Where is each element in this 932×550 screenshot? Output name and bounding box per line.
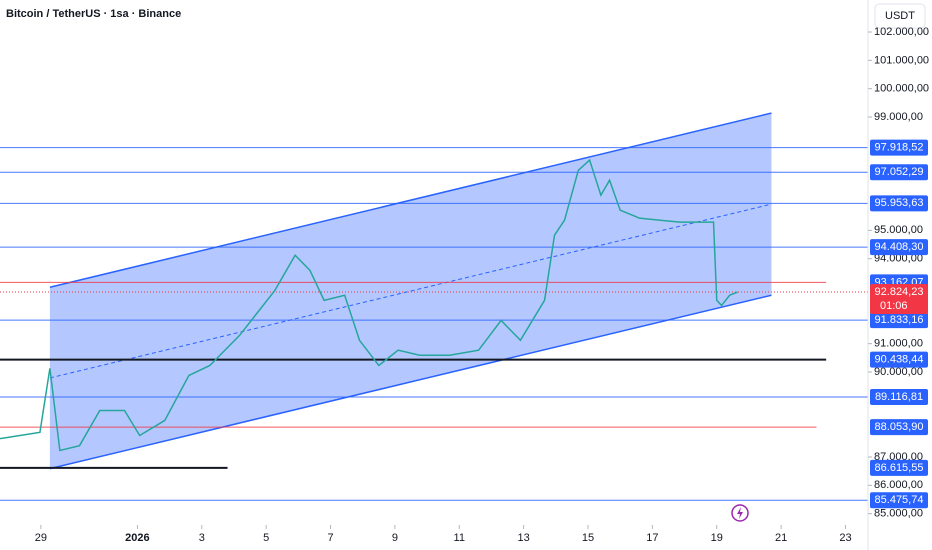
currency-label[interactable]: USDT: [885, 10, 915, 22]
level-badge: [870, 239, 928, 256]
level-badge: [870, 419, 928, 436]
x-tick-label: 9: [392, 532, 398, 544]
countdown: 01:06: [880, 300, 908, 312]
level-badge: [870, 312, 928, 329]
x-tick-label: 29: [35, 532, 47, 544]
plot-area: [0, 112, 868, 501]
y-tick-label: 101.000,00: [874, 54, 929, 66]
level-label: 86.615,55: [875, 462, 924, 474]
level-badge: [870, 389, 928, 406]
y-tick-label: 95.000,00: [874, 224, 923, 236]
level-label: 91.833,16: [875, 314, 924, 326]
price-line: [0, 158, 738, 452]
channel-lower: [49, 294, 772, 470]
level-label: 94.408,30: [875, 241, 924, 253]
y-tick-label: 99.000,00: [874, 111, 923, 123]
level-badge: [870, 139, 928, 156]
y-tick-label: 91.000,00: [874, 338, 923, 350]
level-label: 88.053,90: [875, 421, 924, 433]
last-price-badge: [870, 283, 928, 314]
x-tick-label: 17: [646, 532, 658, 544]
level-badge: [870, 492, 928, 509]
channel-upper: [49, 112, 772, 289]
y-tick-label: 86.000,00: [874, 479, 923, 491]
level-label: 97.918,52: [875, 142, 924, 154]
y-tick-label: 90.000,00: [874, 366, 923, 378]
event-icon[interactable]: [731, 504, 749, 522]
level-badge: [870, 164, 928, 181]
x-tick-label: 13: [518, 532, 530, 544]
level-badge: [870, 195, 928, 212]
channel-mid: [49, 203, 772, 379]
x-tick-label: 23: [839, 532, 851, 544]
y-tick-label: 100.000,00: [874, 83, 929, 95]
x-tick-label: 15: [582, 532, 594, 544]
x-tick-label: 19: [711, 532, 723, 544]
symbol-title: Bitcoin / TetherUS · 1sa · Binance: [6, 8, 181, 20]
event-icon-bolt: [737, 507, 743, 519]
level-label: 90.438,44: [875, 353, 924, 365]
level-badge: [870, 459, 928, 476]
level-badge: [870, 351, 928, 368]
y-tick-label: 94.000,00: [874, 253, 923, 265]
currency-button[interactable]: [874, 3, 926, 29]
x-tick-label: 7: [327, 532, 333, 544]
x-tick-label: 11: [454, 532, 465, 544]
x-tick-label: 5: [263, 532, 269, 544]
level-label: 89.116,81: [875, 391, 923, 403]
last-price-label: 92.824,23: [875, 286, 924, 298]
x-tick-label: 2026: [125, 532, 149, 544]
level-label: 95.953,63: [875, 197, 924, 209]
level-label: 97.052,29: [875, 166, 924, 178]
x-tick-label: 3: [199, 532, 205, 544]
y-tick-label: 102.000,00: [874, 26, 929, 38]
y-tick-label: 85.000,00: [874, 508, 923, 520]
level-label: 85.475,74: [875, 494, 924, 506]
x-tick-label: 21: [775, 532, 787, 544]
